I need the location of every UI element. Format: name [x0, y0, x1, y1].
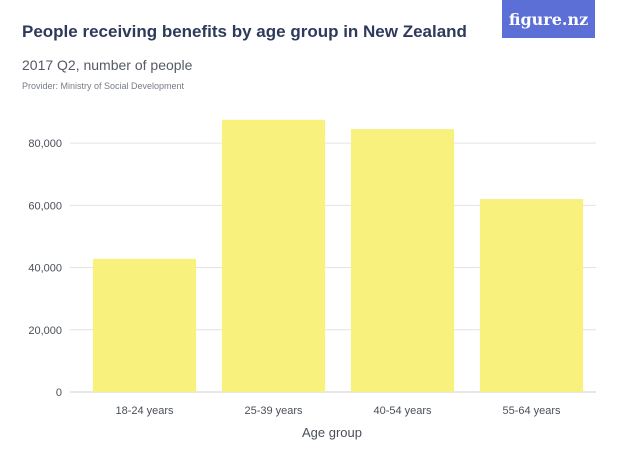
x-axis-title: Age group [302, 425, 362, 440]
x-axis-ticks: 18-24 years 25-39 years 40-54 years 55-64 y… [115, 405, 561, 417]
bar[interactable] [350, 129, 455, 392]
chart-subtitle: 2017 Q2, number of people [22, 57, 193, 73]
bar[interactable] [92, 258, 197, 392]
y-tick-label: 80,000 [28, 138, 62, 150]
y-tick-label: 20,000 [28, 325, 62, 337]
x-tick-label: 25-39 years [244, 405, 303, 417]
data-provider: Provider: Ministry of Social Development [22, 81, 185, 91]
bar[interactable] [479, 199, 584, 392]
bar[interactable] [221, 119, 326, 393]
bars [92, 119, 584, 393]
x-tick-label: 40-54 years [373, 405, 432, 417]
y-tick-label: 40,000 [28, 263, 62, 275]
figure-nz-logo[interactable]: figure.nz [502, 0, 595, 38]
chart-title: People receiving benefits by age group i… [22, 22, 467, 41]
y-axis-ticks: 0 20,000 40,000 60,000 80,000 [28, 138, 62, 399]
x-tick-label: 55-64 years [502, 405, 561, 417]
y-tick-label: 0 [56, 387, 62, 399]
y-tick-label: 60,000 [28, 200, 62, 212]
x-tick-label: 18-24 years [115, 405, 174, 417]
